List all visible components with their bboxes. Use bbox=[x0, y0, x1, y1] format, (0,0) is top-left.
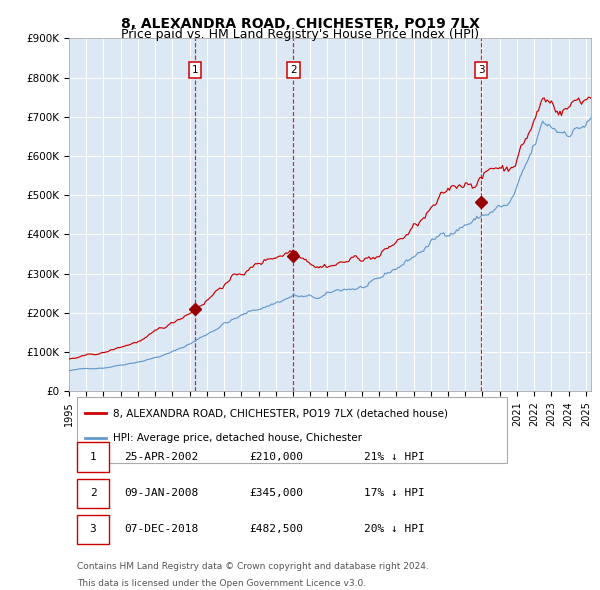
FancyBboxPatch shape bbox=[77, 478, 109, 508]
Text: 1: 1 bbox=[89, 452, 97, 462]
Text: 20% ↓ HPI: 20% ↓ HPI bbox=[364, 525, 425, 535]
Text: 25-APR-2002: 25-APR-2002 bbox=[124, 452, 198, 462]
Text: 8, ALEXANDRA ROAD, CHICHESTER, PO19 7LX (detached house): 8, ALEXANDRA ROAD, CHICHESTER, PO19 7LX … bbox=[113, 408, 448, 418]
FancyBboxPatch shape bbox=[77, 397, 508, 463]
Text: 2: 2 bbox=[89, 489, 97, 499]
Text: 3: 3 bbox=[89, 525, 97, 535]
Text: 17% ↓ HPI: 17% ↓ HPI bbox=[364, 489, 425, 499]
Text: £482,500: £482,500 bbox=[249, 525, 303, 535]
Text: £210,000: £210,000 bbox=[249, 452, 303, 462]
FancyBboxPatch shape bbox=[77, 442, 109, 472]
Text: Contains HM Land Registry data © Crown copyright and database right 2024.: Contains HM Land Registry data © Crown c… bbox=[77, 562, 428, 571]
Text: 2: 2 bbox=[290, 65, 297, 75]
Text: HPI: Average price, detached house, Chichester: HPI: Average price, detached house, Chic… bbox=[113, 432, 362, 442]
FancyBboxPatch shape bbox=[77, 514, 109, 544]
Text: £345,000: £345,000 bbox=[249, 489, 303, 499]
Text: Price paid vs. HM Land Registry's House Price Index (HPI): Price paid vs. HM Land Registry's House … bbox=[121, 28, 479, 41]
Text: 09-JAN-2008: 09-JAN-2008 bbox=[124, 489, 198, 499]
Text: This data is licensed under the Open Government Licence v3.0.: This data is licensed under the Open Gov… bbox=[77, 579, 366, 588]
Text: 07-DEC-2018: 07-DEC-2018 bbox=[124, 525, 198, 535]
Text: 3: 3 bbox=[478, 65, 485, 75]
Text: 1: 1 bbox=[192, 65, 199, 75]
Text: 21% ↓ HPI: 21% ↓ HPI bbox=[364, 452, 425, 462]
Text: 8, ALEXANDRA ROAD, CHICHESTER, PO19 7LX: 8, ALEXANDRA ROAD, CHICHESTER, PO19 7LX bbox=[121, 17, 479, 31]
